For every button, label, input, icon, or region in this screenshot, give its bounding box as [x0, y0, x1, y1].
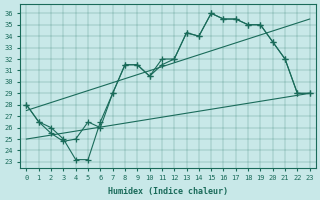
X-axis label: Humidex (Indice chaleur): Humidex (Indice chaleur)	[108, 187, 228, 196]
